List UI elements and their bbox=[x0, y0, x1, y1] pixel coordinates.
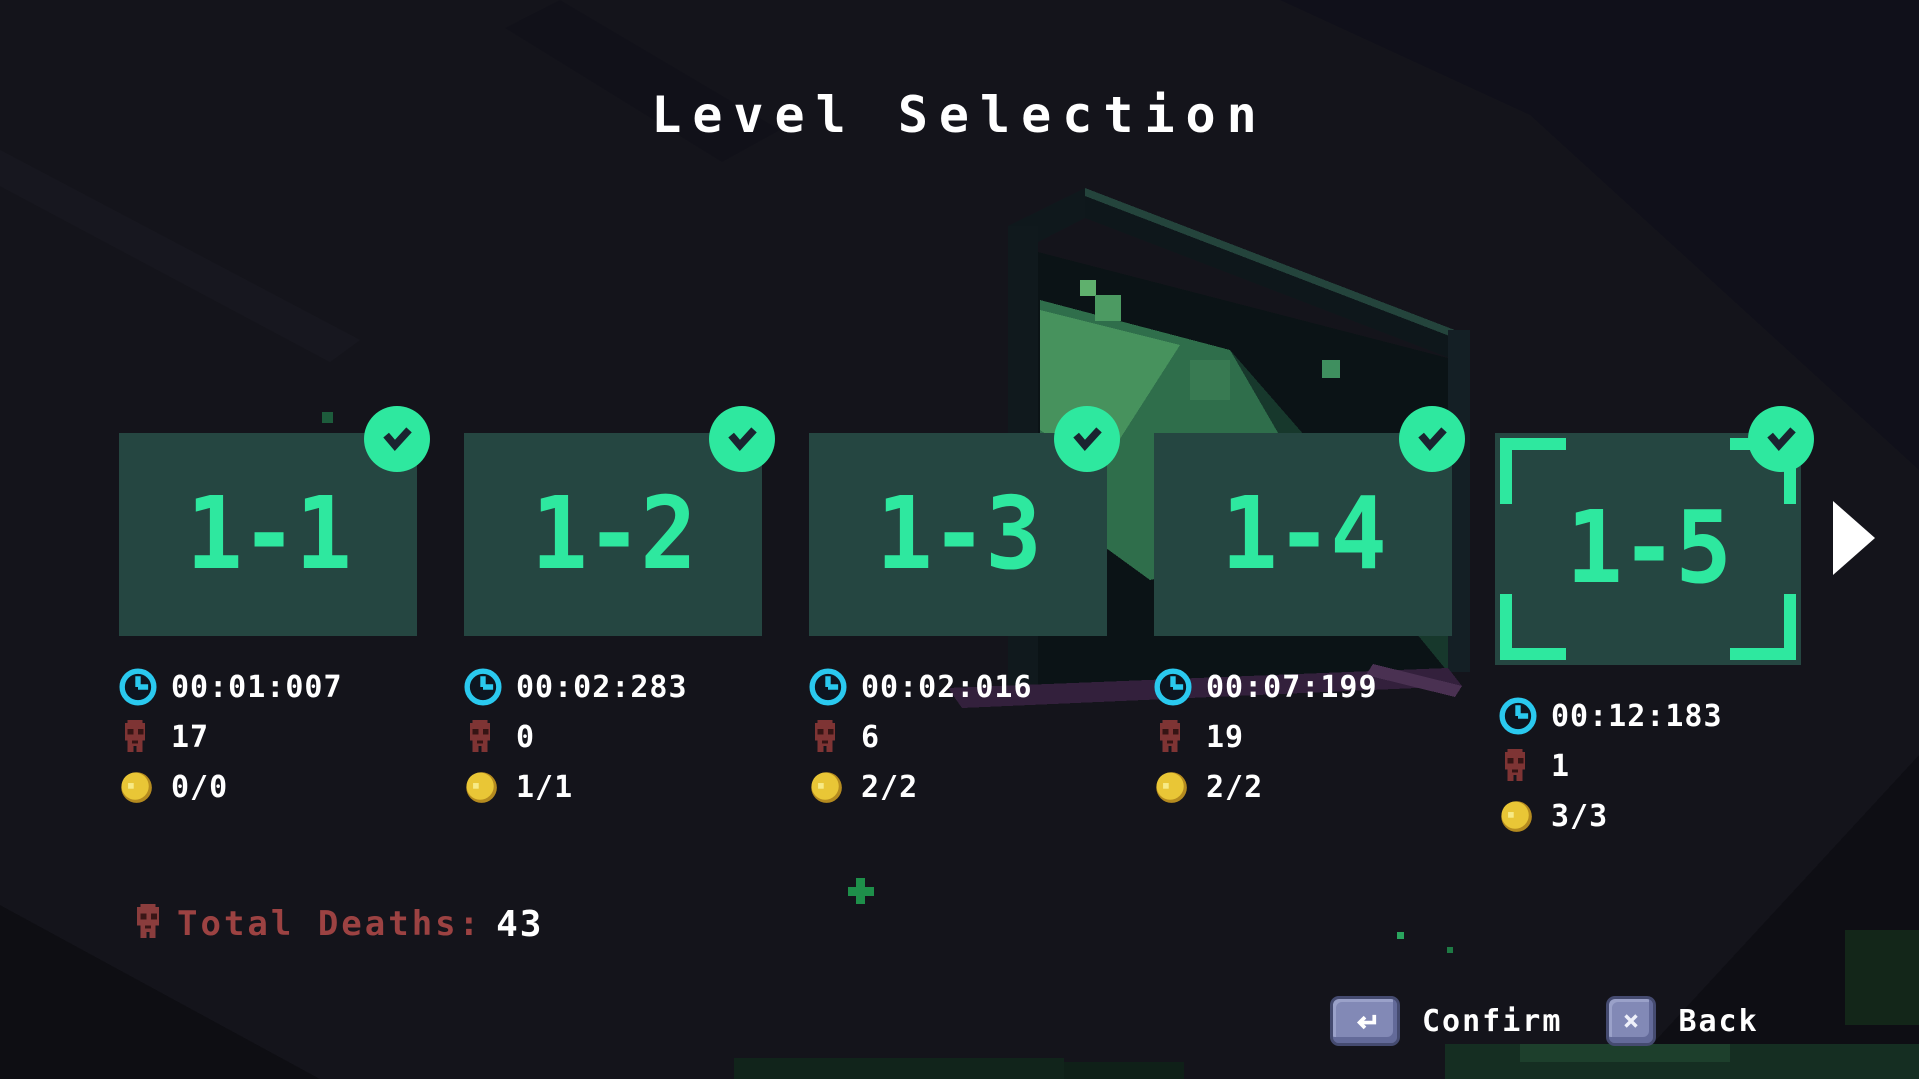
confirm-button[interactable]: Confirm bbox=[1330, 996, 1562, 1046]
time-value: 00:12:183 bbox=[1551, 698, 1723, 734]
coins-stat: 1/1 bbox=[464, 762, 762, 812]
footer-actions: Confirm Back bbox=[1330, 996, 1759, 1046]
coins-value: 2/2 bbox=[861, 769, 919, 805]
level-card-box[interactable]: 1-2 bbox=[464, 406, 775, 636]
clock-icon bbox=[119, 668, 159, 706]
checkmark-badge-icon bbox=[1399, 406, 1465, 472]
deaths-stat: 6 bbox=[809, 712, 1107, 762]
level-card-1-2[interactable]: 1-2 00:02:283 bbox=[464, 406, 775, 812]
level-card-box[interactable]: 1-3 bbox=[809, 406, 1120, 636]
total-deaths: Total Deaths: 43 bbox=[131, 898, 543, 950]
coin-icon bbox=[119, 770, 159, 804]
back-label: Back bbox=[1678, 1003, 1759, 1039]
coins-value: 0/0 bbox=[171, 769, 229, 805]
level-card-1-4[interactable]: 1-4 00:07:199 bbox=[1154, 406, 1465, 812]
clock-icon bbox=[1154, 668, 1194, 706]
coins-stat: 2/2 bbox=[809, 762, 1107, 812]
skull-icon bbox=[119, 719, 159, 755]
deaths-stat: 19 bbox=[1154, 712, 1452, 762]
level-stats: 00:02:016 6 bbox=[809, 662, 1107, 812]
skull-icon bbox=[809, 719, 849, 755]
time-value: 00:01:007 bbox=[171, 669, 343, 705]
time-value: 00:02:016 bbox=[861, 669, 1033, 705]
time-value: 00:07:199 bbox=[1206, 669, 1378, 705]
level-number: 1-2 bbox=[531, 476, 697, 592]
confirm-label: Confirm bbox=[1422, 1003, 1563, 1039]
deaths-value: 6 bbox=[861, 719, 881, 755]
coin-icon bbox=[464, 770, 504, 804]
back-button[interactable]: Back bbox=[1606, 996, 1758, 1046]
level-number: 1-4 bbox=[1221, 476, 1387, 592]
time-stat: 00:07:199 bbox=[1154, 662, 1452, 712]
deaths-value: 1 bbox=[1551, 748, 1571, 784]
checkmark-badge-icon bbox=[709, 406, 775, 472]
coin-icon bbox=[1499, 799, 1539, 833]
selection-bracket-icon bbox=[1500, 594, 1566, 660]
deaths-value: 17 bbox=[171, 719, 210, 755]
deaths-stat: 17 bbox=[119, 712, 417, 762]
deaths-stat: 0 bbox=[464, 712, 762, 762]
checkmark-badge-icon bbox=[1748, 406, 1814, 472]
level-card-box[interactable]: 1-1 bbox=[119, 406, 430, 636]
time-stat: 00:01:007 bbox=[119, 662, 417, 712]
skull-icon bbox=[464, 719, 504, 755]
total-deaths-label: Total Deaths: bbox=[177, 904, 483, 944]
deaths-stat: 1 bbox=[1499, 741, 1797, 791]
checkmark-badge-icon bbox=[364, 406, 430, 472]
level-card-box[interactable]: 1-5 bbox=[1495, 406, 1814, 665]
clock-icon bbox=[464, 668, 504, 706]
coin-icon bbox=[1154, 770, 1194, 804]
level-stats: 00:07:199 19 bbox=[1154, 662, 1452, 812]
selection-bracket-icon bbox=[1500, 438, 1566, 504]
clock-icon bbox=[1499, 697, 1539, 735]
coin-icon bbox=[809, 770, 849, 804]
clock-icon bbox=[809, 668, 849, 706]
level-number: 1-1 bbox=[186, 476, 352, 592]
coins-stat: 3/3 bbox=[1499, 791, 1797, 841]
x-key-icon bbox=[1606, 996, 1657, 1046]
time-stat: 00:12:183 bbox=[1499, 691, 1797, 741]
page-title: Level Selection bbox=[651, 86, 1268, 144]
time-stat: 00:02:016 bbox=[809, 662, 1107, 712]
level-number: 1-5 bbox=[1566, 490, 1732, 607]
coins-stat: 2/2 bbox=[1154, 762, 1452, 812]
level-card-1-3[interactable]: 1-3 00:02:016 bbox=[809, 406, 1120, 812]
level-card-1-1[interactable]: 1-1 00:01:007 bbox=[119, 406, 430, 812]
coins-stat: 0/0 bbox=[119, 762, 417, 812]
level-stats: 00:12:183 1 bbox=[1499, 691, 1797, 841]
level-card-box[interactable]: 1-4 bbox=[1154, 406, 1465, 636]
deaths-value: 0 bbox=[516, 719, 536, 755]
checkmark-badge-icon bbox=[1054, 406, 1120, 472]
total-deaths-value: 43 bbox=[496, 903, 544, 945]
level-stats: 00:01:007 17 bbox=[119, 662, 417, 812]
skull-icon bbox=[1154, 719, 1194, 755]
deaths-value: 19 bbox=[1206, 719, 1245, 755]
skull-icon bbox=[1499, 748, 1539, 784]
time-value: 00:02:283 bbox=[516, 669, 688, 705]
time-stat: 00:02:283 bbox=[464, 662, 762, 712]
coins-value: 3/3 bbox=[1551, 798, 1609, 834]
selection-bracket-icon bbox=[1730, 594, 1796, 660]
level-number: 1-3 bbox=[876, 476, 1042, 592]
skull-icon bbox=[131, 903, 177, 945]
level-card-1-5[interactable]: 1-5 00:12:183 bbox=[1495, 406, 1814, 841]
level-stats: 00:02:283 0 bbox=[464, 662, 762, 812]
enter-key-icon bbox=[1330, 996, 1400, 1046]
coins-value: 2/2 bbox=[1206, 769, 1264, 805]
coins-value: 1/1 bbox=[516, 769, 574, 805]
level-card-row: 1-1 00:01:007 bbox=[119, 406, 1814, 841]
